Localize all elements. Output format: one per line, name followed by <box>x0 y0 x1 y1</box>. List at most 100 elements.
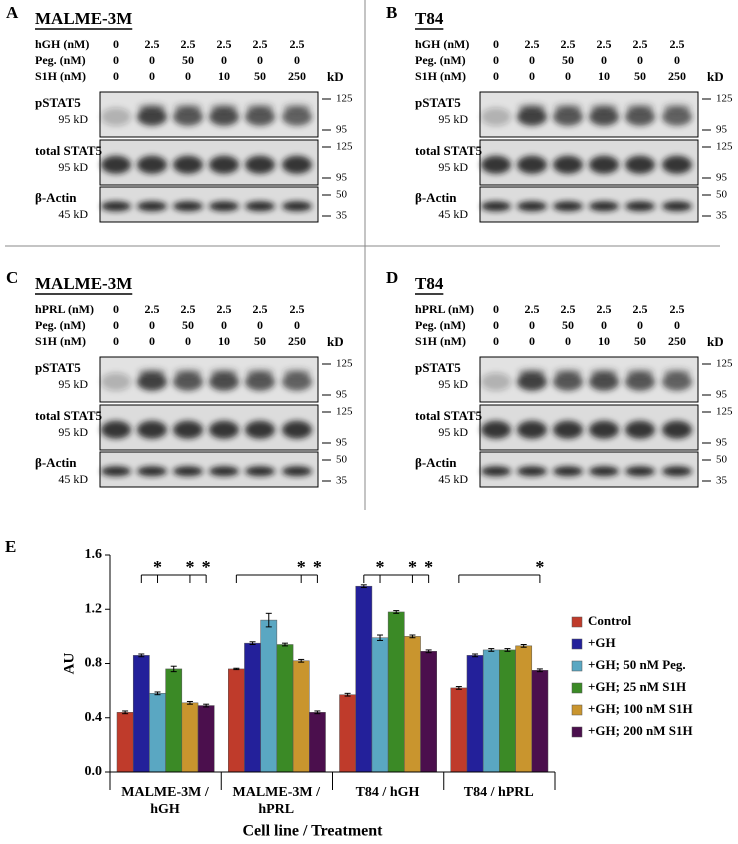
blot-bands <box>481 368 692 391</box>
condition-value: 0 <box>637 53 643 67</box>
band <box>282 155 312 174</box>
condition-label: hPRL (nM) <box>35 302 94 316</box>
bar <box>260 619 278 773</box>
band <box>173 201 203 212</box>
error-bar <box>249 641 256 646</box>
blot-background <box>479 186 699 223</box>
panel-title: MALME-3M <box>35 274 132 293</box>
condition-value: 0 <box>149 318 155 332</box>
legend-label: +GH; 200 nM S1H <box>588 723 693 738</box>
marker-label: 95 <box>716 389 728 401</box>
blot-background <box>479 451 699 488</box>
significance-star: * <box>408 557 417 577</box>
condition-value: 0 <box>493 53 499 67</box>
marker-label: 95 <box>336 437 348 449</box>
band <box>553 201 583 212</box>
y-axis-label: AU <box>61 653 77 675</box>
blot-label: β-Actin <box>415 190 457 205</box>
condition-value: 0 <box>565 334 571 348</box>
band <box>138 103 166 112</box>
condition-value: 0 <box>529 53 535 67</box>
condition-value: 50 <box>254 69 266 83</box>
panel-title: T84 <box>415 274 444 293</box>
band <box>245 201 275 212</box>
band <box>481 107 511 126</box>
error-bar <box>488 648 495 652</box>
condition-value: 2.5 <box>181 37 196 51</box>
condition-value: 0 <box>637 318 643 332</box>
band <box>245 155 275 174</box>
blot-label: total STAT5 <box>415 408 483 423</box>
blot-background <box>99 186 319 223</box>
y-tick-label: 1.2 <box>85 601 103 616</box>
condition-value: 50 <box>254 334 266 348</box>
condition-value: 2.5 <box>290 37 305 51</box>
band <box>101 372 131 391</box>
condition-value: 2.5 <box>525 302 540 316</box>
blot-size: 95 kD <box>438 425 468 439</box>
marker-label: 125 <box>336 406 353 418</box>
error-bar <box>298 658 305 663</box>
legend-swatch <box>571 638 583 650</box>
band <box>209 107 239 126</box>
condition-value: 0 <box>529 334 535 348</box>
band <box>625 420 655 439</box>
blot-background <box>479 91 699 138</box>
condition-value: 0 <box>113 302 119 316</box>
significance-star: * <box>185 557 194 577</box>
band <box>663 368 691 377</box>
band <box>137 155 167 174</box>
marker-label: 95 <box>336 389 348 401</box>
blot-label: pSTAT5 <box>415 95 461 110</box>
error-bar <box>203 703 210 708</box>
marker-label: 35 <box>716 475 728 487</box>
panel-letter: E <box>5 537 16 556</box>
condition-value: 0 <box>113 37 119 51</box>
bar <box>116 712 134 773</box>
x-tick-label: T84 / hGH <box>355 785 420 800</box>
marker-label: 95 <box>716 437 728 449</box>
condition-label: hGH (nM) <box>415 37 469 51</box>
condition-value: 2.5 <box>525 37 540 51</box>
blot-bands <box>101 368 312 391</box>
panel-title: MALME-3M <box>35 9 132 28</box>
error-bar <box>425 649 432 654</box>
error-bar <box>409 634 416 639</box>
x-tick-label: MALME-3M / hGH <box>121 785 209 817</box>
error-bar <box>314 710 321 715</box>
condition-value: 2.5 <box>597 37 612 51</box>
condition-value: 0 <box>185 334 191 348</box>
panel-letter: C <box>6 268 18 287</box>
blot-bands <box>101 155 312 174</box>
blot-size: 95 kD <box>58 377 88 391</box>
error-bar <box>233 667 240 671</box>
band <box>481 372 511 391</box>
condition-value: 0 <box>601 53 607 67</box>
legend-swatch <box>571 660 583 672</box>
blot-background <box>479 404 699 451</box>
band <box>173 420 203 439</box>
error-bar <box>504 648 511 652</box>
condition-value: 2.5 <box>670 37 685 51</box>
condition-value: 2.5 <box>290 302 305 316</box>
condition-label: Peg. (nM) <box>35 318 86 332</box>
unit-header: kD <box>327 334 344 349</box>
legend-swatch <box>571 726 583 738</box>
unit-header: kD <box>707 334 724 349</box>
band <box>517 107 547 126</box>
marker-label: 35 <box>336 210 348 222</box>
condition-label: hGH (nM) <box>35 37 89 51</box>
legend-label: +GH; 25 nM S1H <box>588 679 686 694</box>
blot-size: 45 kD <box>58 472 88 486</box>
band <box>209 466 239 477</box>
bar <box>309 712 326 773</box>
condition-label: S1H (nM) <box>35 334 86 348</box>
condition-value: 0 <box>294 318 300 332</box>
band <box>101 466 131 477</box>
y-tick-label: 0.0 <box>85 764 103 779</box>
band <box>590 368 618 377</box>
band <box>553 420 583 439</box>
error-bar <box>455 686 462 690</box>
error-bar <box>536 668 543 673</box>
